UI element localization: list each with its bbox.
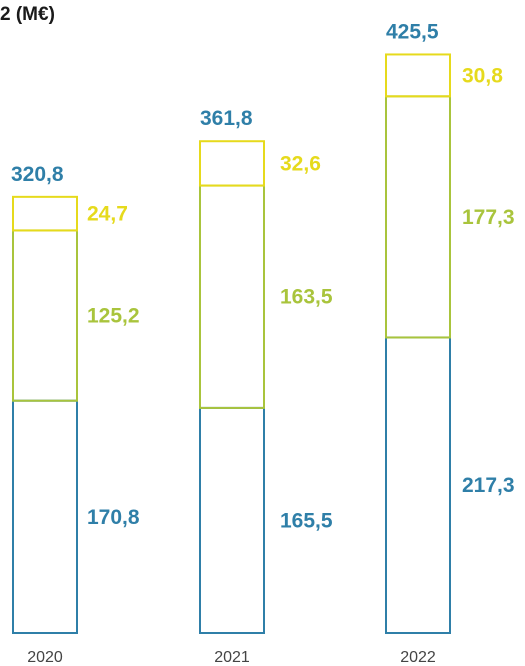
- segment-value-label-2022-2: 30,8: [462, 64, 503, 87]
- year-label-2022: 2022: [400, 649, 436, 666]
- bar-segment-2022-1: [385, 95, 451, 339]
- bar-segment-2021-0: [199, 406, 265, 635]
- total-label-2020: 320,8: [11, 163, 64, 186]
- bar-segment-2021-1: [199, 184, 265, 409]
- segment-value-label-2020-0: 170,8: [87, 506, 140, 529]
- year-label-2020: 2020: [27, 649, 63, 666]
- segment-value-label-2022-0: 217,3: [462, 474, 515, 497]
- bar-segment-2020-0: [12, 399, 78, 634]
- total-label-2022: 425,5: [386, 20, 439, 43]
- bar-segment-2022-2: [385, 53, 451, 98]
- segment-value-label-2022-1: 177,3: [462, 206, 515, 229]
- segment-value-label-2021-1: 163,5: [280, 286, 333, 309]
- chart-title: 2 (M€): [0, 4, 55, 25]
- bar-segment-2021-2: [199, 140, 265, 187]
- year-label-2021: 2021: [214, 649, 250, 666]
- segment-value-label-2020-1: 125,2: [87, 305, 140, 328]
- bar-segment-2020-1: [12, 229, 78, 402]
- segment-value-label-2021-0: 165,5: [280, 509, 333, 532]
- bar-segment-2022-0: [385, 336, 451, 634]
- total-label-2021: 361,8: [200, 107, 253, 130]
- segment-value-label-2020-2: 24,7: [87, 203, 128, 226]
- bar-segment-2020-2: [12, 195, 78, 232]
- segment-value-label-2021-2: 32,6: [280, 152, 321, 175]
